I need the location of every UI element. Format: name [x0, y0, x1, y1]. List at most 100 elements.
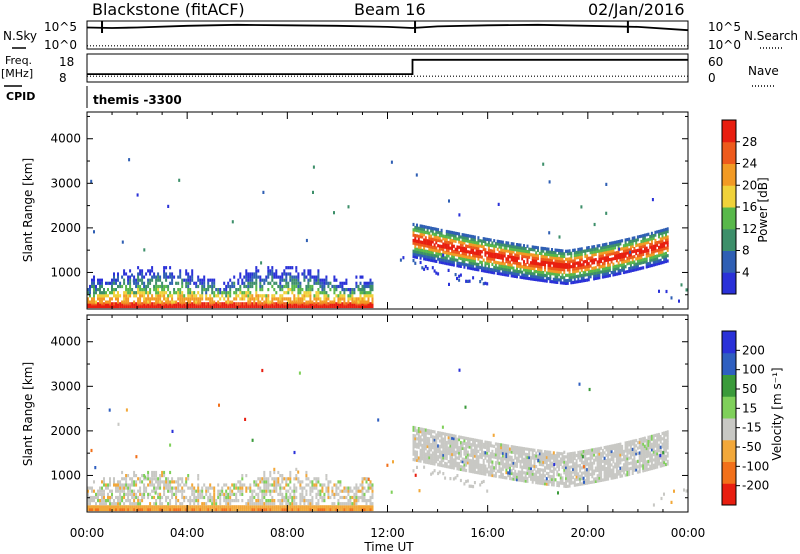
power-cell — [295, 304, 298, 309]
velocity-cell — [247, 486, 250, 490]
velocity-cell — [472, 464, 475, 469]
velocity-cell — [165, 499, 168, 503]
power-cell — [549, 279, 552, 284]
velocity-cell — [416, 437, 418, 441]
velocity-cell — [561, 481, 564, 485]
velocity-cell — [566, 466, 569, 470]
velocity-cell — [500, 448, 503, 452]
velocity-cell — [253, 507, 256, 512]
velocity-cell — [531, 469, 534, 473]
power-cell — [353, 291, 356, 295]
velocity-cell — [253, 480, 256, 484]
power-cell — [472, 245, 475, 249]
velocity-cell — [129, 507, 132, 512]
power-cell — [617, 272, 620, 276]
power-cell — [449, 230, 452, 234]
power-cell — [283, 272, 286, 276]
power-cell — [159, 304, 162, 309]
velocity-cell — [139, 502, 142, 506]
velocity-cell — [507, 452, 510, 456]
velocity-cell — [419, 459, 422, 463]
velocity-cell — [139, 499, 142, 503]
velocity-cell — [412, 425, 415, 430]
velocity-cell — [486, 443, 489, 447]
power-cell — [271, 300, 274, 304]
velocity-cell — [566, 476, 569, 480]
velocity-cell — [472, 485, 475, 489]
velocity-cell — [303, 486, 306, 490]
power-cell — [635, 249, 638, 253]
velocity-cell — [416, 458, 418, 462]
power-cell — [509, 255, 511, 259]
velocity-cell — [131, 480, 134, 484]
velocity-cell — [480, 455, 483, 460]
power-cell — [624, 270, 627, 274]
power-cell — [141, 302, 144, 306]
power-cell — [253, 297, 256, 301]
power-cell — [287, 272, 290, 276]
velocity-cell — [159, 507, 162, 512]
power-cell — [323, 284, 326, 289]
power-cell — [147, 300, 150, 304]
velocity-cell — [87, 505, 89, 509]
power-cell — [645, 254, 648, 258]
power-cell — [466, 266, 469, 270]
velocity-cell — [552, 472, 555, 476]
power-cell — [486, 261, 489, 266]
velocity-cell — [271, 502, 274, 506]
power-cell — [193, 291, 196, 295]
velocity-cell — [91, 507, 93, 512]
power-cell — [580, 247, 583, 251]
power-cell — [169, 275, 172, 279]
power-cell — [533, 275, 536, 279]
velocity-cell — [444, 448, 447, 452]
power-cell — [297, 302, 300, 306]
power-cell — [435, 241, 438, 245]
velocity-cell — [419, 443, 422, 447]
power-cell — [468, 266, 471, 270]
velocity-cell — [161, 480, 164, 484]
velocity-cell — [185, 507, 188, 512]
power-cell — [187, 272, 190, 276]
velocity-cell — [556, 465, 559, 469]
power-cell — [465, 257, 468, 261]
velocity-cell — [283, 499, 286, 503]
velocity-cell — [530, 456, 532, 460]
velocity-cell — [419, 427, 422, 431]
power-cell — [601, 246, 604, 250]
velocity-cell — [279, 507, 282, 512]
power-cell — [603, 259, 606, 263]
power-cell — [545, 252, 548, 256]
power-cell — [563, 278, 566, 283]
power-cell — [489, 254, 492, 258]
velocity-cell — [559, 478, 562, 482]
power-cell — [195, 294, 198, 298]
velocity-cell — [494, 461, 497, 465]
velocity-cell — [157, 480, 160, 484]
power-cell — [187, 302, 190, 306]
velocity-cell — [517, 451, 520, 455]
velocity-cell — [305, 505, 308, 509]
power-cell — [371, 304, 374, 309]
power-cell — [201, 304, 204, 309]
velocity-cell — [95, 495, 97, 500]
velocity-cell — [91, 499, 93, 503]
velocity-cell — [295, 467, 298, 471]
velocity-cell — [496, 453, 499, 457]
power-cell — [307, 272, 310, 276]
power-cell — [183, 300, 186, 304]
power-cell — [123, 300, 126, 304]
power-cell — [456, 248, 459, 252]
velocity-cell — [433, 449, 436, 453]
velocity-cell — [491, 465, 494, 469]
power-cell — [652, 250, 655, 254]
power-cell — [367, 294, 370, 298]
velocity-cell — [473, 438, 476, 442]
velocity-cell — [173, 486, 176, 490]
power-cell — [591, 253, 594, 257]
power-cell — [193, 294, 196, 298]
power-cell — [612, 265, 615, 269]
power-cell — [267, 297, 270, 301]
velocity-cell — [169, 489, 172, 493]
velocity-cell — [289, 477, 292, 481]
